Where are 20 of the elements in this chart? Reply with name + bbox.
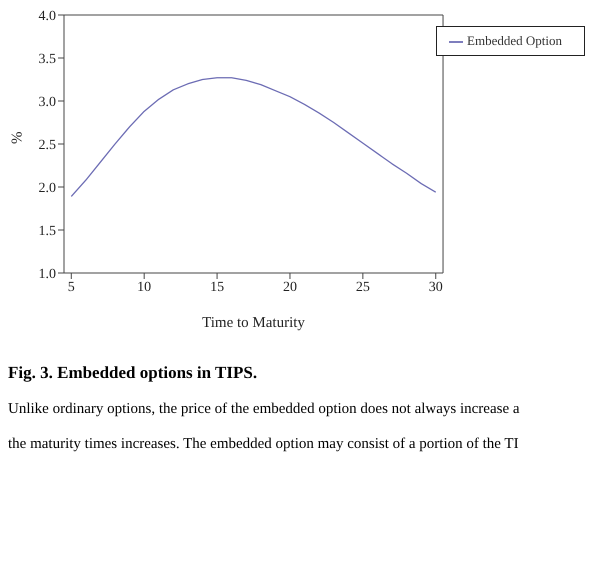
y-tick-label: 2.0	[38, 180, 56, 196]
line-series	[70, 77, 436, 198]
text: Unlike ordinary options, the price of the embedded option does not always increase a	[8, 401, 521, 418]
x-tick-label: 15	[210, 280, 224, 295]
y-tick-label: 1.0	[38, 266, 56, 282]
y-tick-label: 1.5	[38, 224, 56, 239]
x-tick-label: 25	[356, 280, 370, 295]
y-tick-label: 3.5	[38, 52, 56, 67]
x-tick-label: 20	[282, 280, 297, 295]
y-tick-label: 4.0	[38, 8, 56, 24]
x-tick-label: 5	[68, 280, 75, 295]
y-tick-label: 3.0	[38, 94, 56, 110]
x-axis-title: Time to Maturity	[202, 315, 306, 331]
x-tick-label: 10	[137, 280, 152, 295]
caption: Fig. 3. Embedded options in TIPS.	[8, 363, 258, 383]
text: the maturity times increases. The embedded option may consist of a portion of the TI	[8, 436, 520, 453]
y-tick-label: 2.5	[38, 138, 56, 153]
legend-label: Embedded Option	[467, 33, 562, 48]
y-axis-title: %	[9, 132, 26, 144]
x-tick-label: 30	[428, 280, 443, 295]
